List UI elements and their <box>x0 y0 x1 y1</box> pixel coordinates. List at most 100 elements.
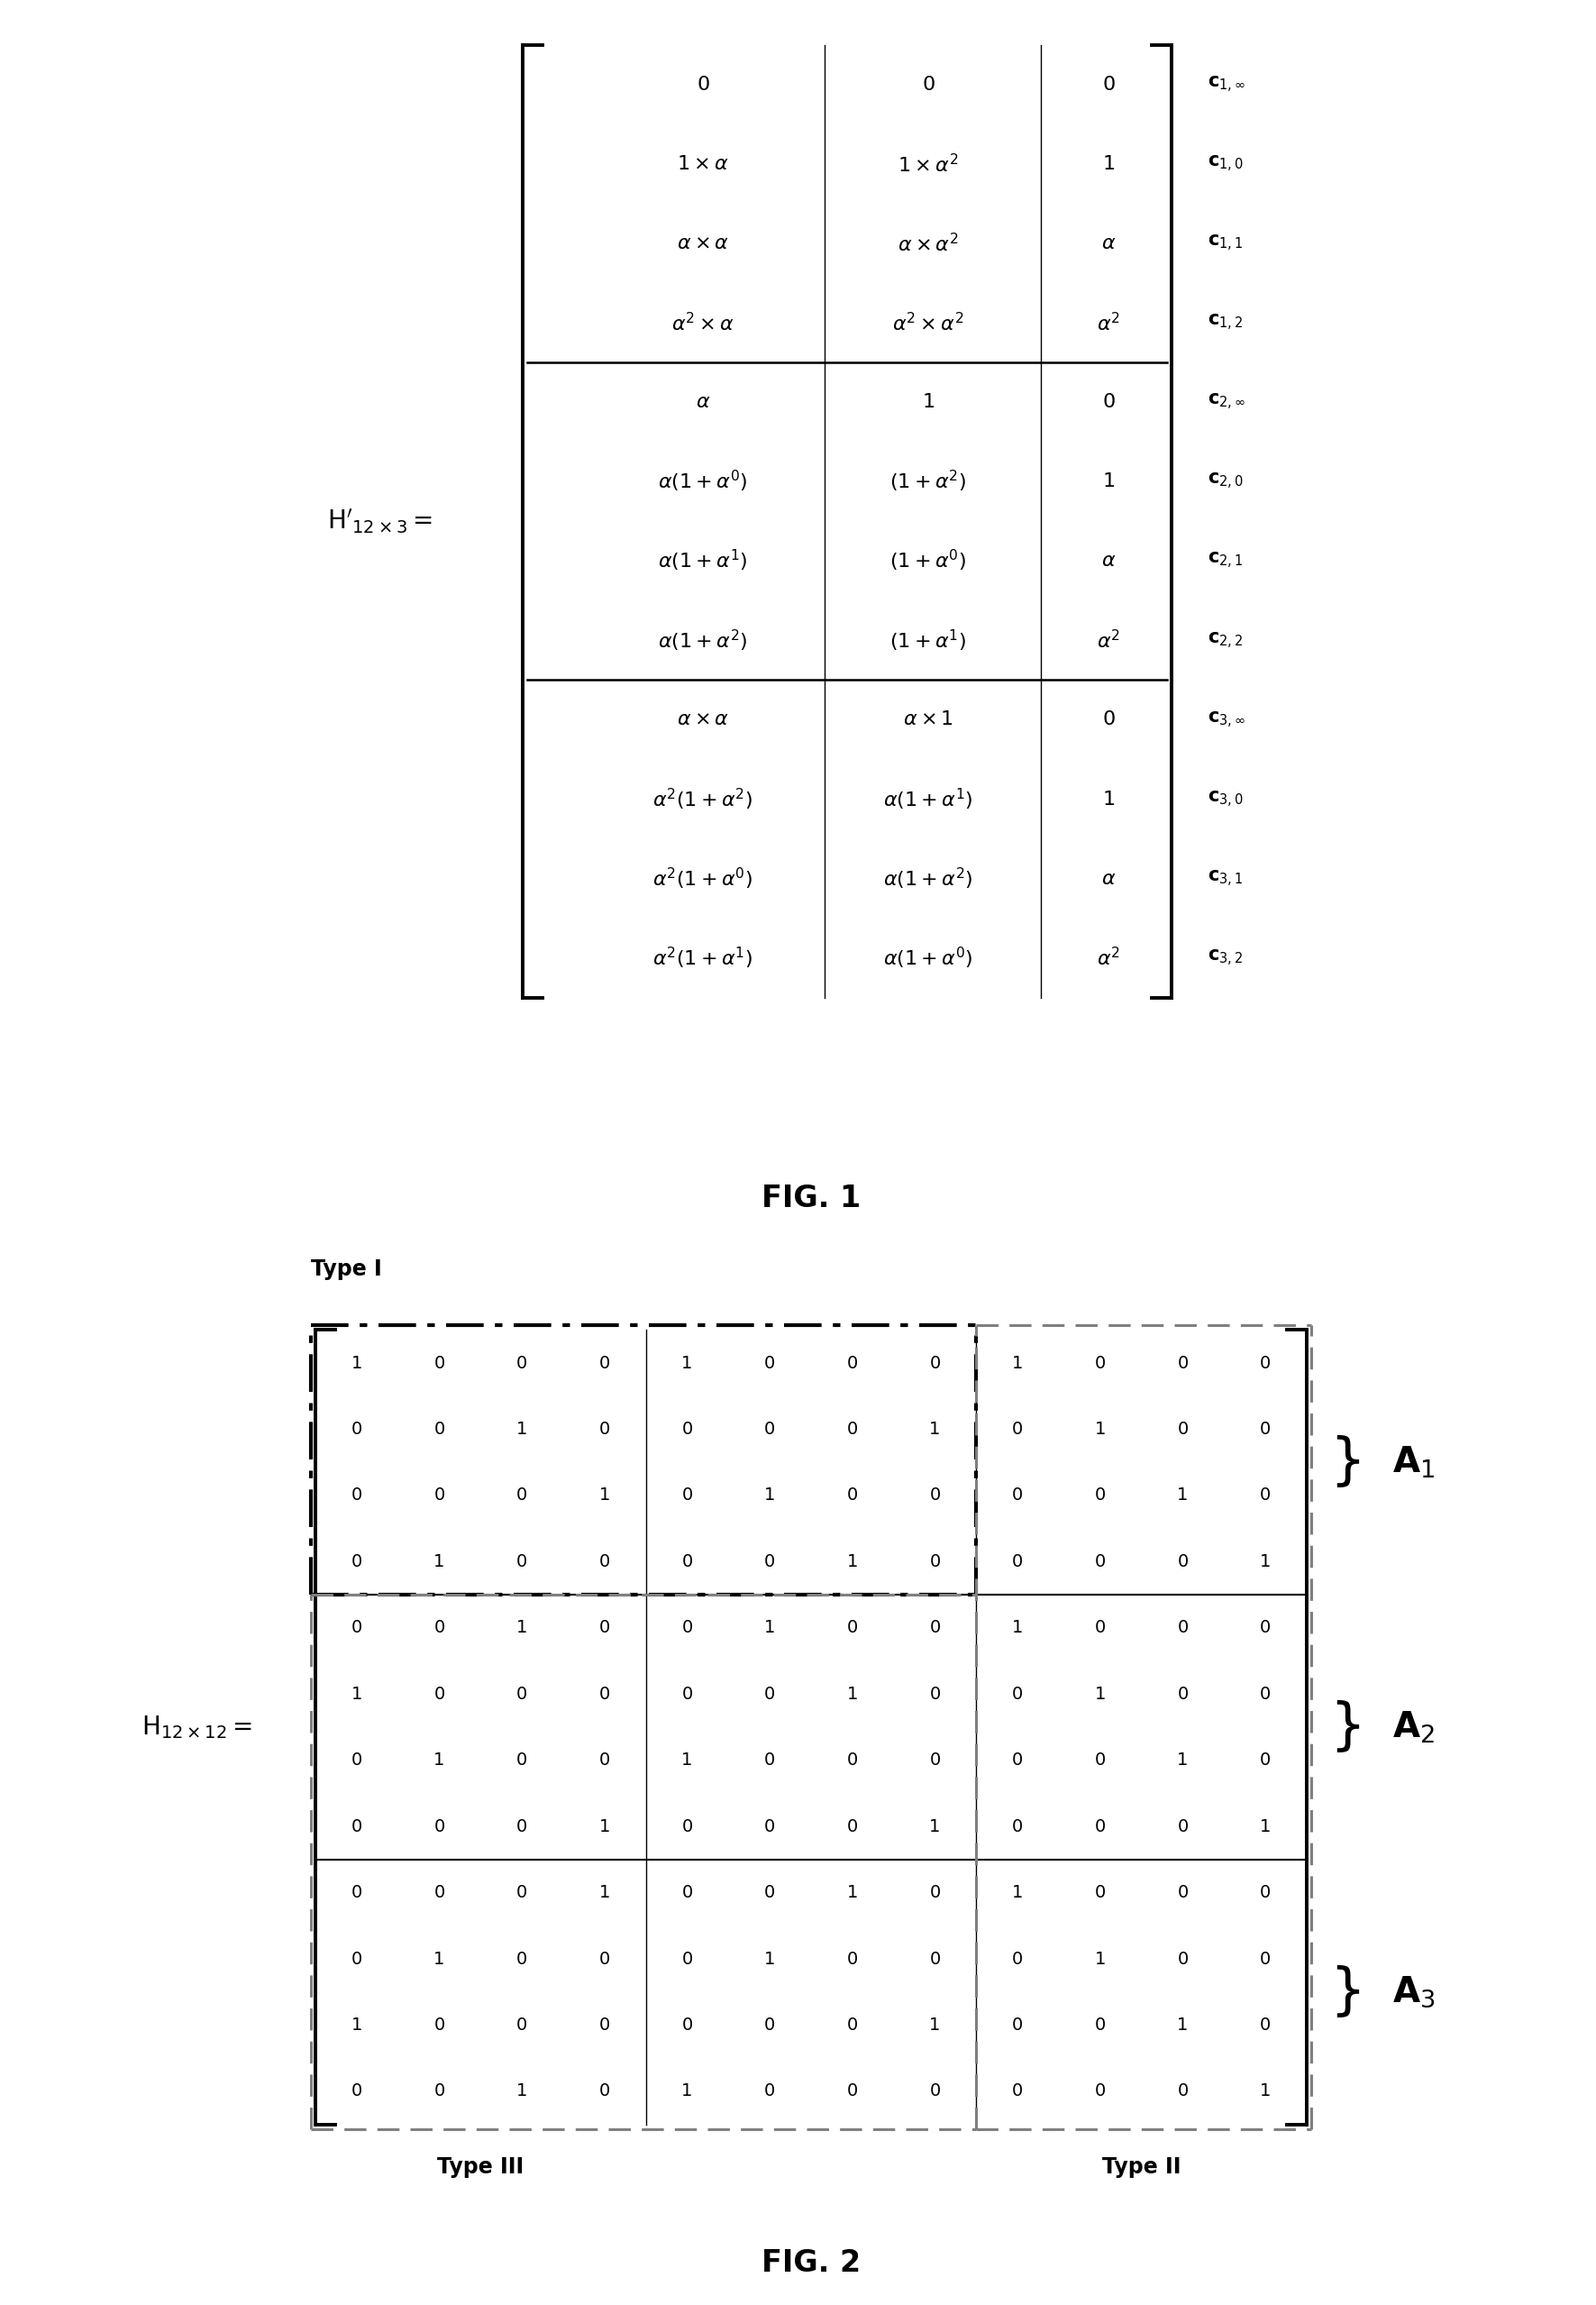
Text: $1\times\alpha$: $1\times\alpha$ <box>677 154 729 173</box>
Text: $\mathbf{c}_{1,1}$: $\mathbf{c}_{1,1}$ <box>1208 233 1243 254</box>
Text: 0: 0 <box>1259 1752 1270 1768</box>
Text: FIG. 1: FIG. 1 <box>761 1182 860 1212</box>
Text: 0: 0 <box>1012 1819 1023 1835</box>
Text: 0: 0 <box>517 1355 527 1371</box>
Text: 0: 0 <box>681 1819 693 1835</box>
Text: $\alpha$: $\alpha$ <box>1101 235 1116 254</box>
Text: 0: 0 <box>517 1685 527 1703</box>
Text: 1: 1 <box>1259 1819 1270 1835</box>
Text: 0: 0 <box>847 1819 859 1835</box>
Text: 0: 0 <box>1095 2084 1106 2100</box>
Text: }: } <box>1329 1701 1365 1754</box>
Text: $\mathbf{c}_{2,2}$: $\mathbf{c}_{2,2}$ <box>1208 629 1243 650</box>
Text: 0: 0 <box>598 1752 610 1768</box>
Text: 0: 0 <box>1012 2084 1023 2100</box>
Text: $\alpha^2\times\alpha$: $\alpha^2\times\alpha$ <box>672 311 734 334</box>
Text: 0: 0 <box>1178 1620 1189 1637</box>
Text: $\mathbf{c}_{2,\infty}$: $\mathbf{c}_{2,\infty}$ <box>1208 392 1245 413</box>
Text: 1: 1 <box>1259 1554 1270 1570</box>
Text: $\alpha^2\times\alpha^2$: $\alpha^2\times\alpha^2$ <box>892 311 964 334</box>
Text: $\mathbf{c}_{3,2}$: $\mathbf{c}_{3,2}$ <box>1208 947 1243 968</box>
Text: 0: 0 <box>351 1554 362 1570</box>
Text: 0: 0 <box>1095 1554 1106 1570</box>
Text: $\mathbf{A}_3$: $\mathbf{A}_3$ <box>1392 1975 1435 2010</box>
Text: Type III: Type III <box>437 2155 523 2178</box>
Text: $\alpha(1+\alpha^1)$: $\alpha(1+\alpha^1)$ <box>658 549 749 574</box>
Text: $\mathbf{c}_{3,0}$: $\mathbf{c}_{3,0}$ <box>1208 788 1243 809</box>
Text: 1: 1 <box>1178 1487 1189 1505</box>
Text: $(1+\alpha^2)$: $(1+\alpha^2)$ <box>891 468 967 493</box>
Text: 0: 0 <box>517 1487 527 1505</box>
Text: Type I: Type I <box>311 1259 381 1279</box>
Text: 0: 0 <box>517 1950 527 1968</box>
Text: 0: 0 <box>764 1685 776 1703</box>
Text: 1: 1 <box>681 1752 693 1768</box>
Text: }: } <box>1329 1964 1365 2019</box>
Text: 1: 1 <box>434 1950 445 1968</box>
Text: 0: 0 <box>847 2084 859 2100</box>
Text: 1: 1 <box>1178 2017 1189 2033</box>
Text: 0: 0 <box>1259 1620 1270 1637</box>
Text: $\alpha^2(1+\alpha^1)$: $\alpha^2(1+\alpha^1)$ <box>653 945 753 970</box>
Text: $1$: $1$ <box>1103 154 1116 173</box>
Text: 0: 0 <box>598 1620 610 1637</box>
Text: $\mathrm{H}_{12\times12} =$: $\mathrm{H}_{12\times12} =$ <box>142 1715 252 1740</box>
Text: 0: 0 <box>681 2017 693 2033</box>
Text: 1: 1 <box>929 2017 940 2033</box>
Text: $\alpha(1+\alpha^0)$: $\alpha(1+\alpha^0)$ <box>658 468 749 493</box>
Text: 1: 1 <box>517 2084 528 2100</box>
Text: 0: 0 <box>598 2017 610 2033</box>
Text: $\alpha(1+\alpha^2)$: $\alpha(1+\alpha^2)$ <box>658 627 749 652</box>
Text: $(1+\alpha^0)$: $(1+\alpha^0)$ <box>891 549 967 574</box>
Text: 0: 0 <box>764 2017 776 2033</box>
Text: 0: 0 <box>517 1819 527 1835</box>
Text: 1: 1 <box>681 1355 693 1371</box>
Text: 1: 1 <box>517 1420 528 1438</box>
Text: 0: 0 <box>681 1685 693 1703</box>
Text: $\mathbf{c}_{1,0}$: $\mathbf{c}_{1,0}$ <box>1208 154 1243 175</box>
Text: $\alpha$: $\alpha$ <box>1101 551 1116 569</box>
Text: 0: 0 <box>1178 2084 1189 2100</box>
Text: $\alpha(1+\alpha^0)$: $\alpha(1+\alpha^0)$ <box>883 945 974 970</box>
Text: 0: 0 <box>598 1950 610 1968</box>
Text: 0: 0 <box>764 1355 776 1371</box>
Text: 0: 0 <box>764 1554 776 1570</box>
Text: $0$: $0$ <box>1101 76 1116 95</box>
Text: 1: 1 <box>1012 1355 1023 1371</box>
Text: 0: 0 <box>1095 1819 1106 1835</box>
Text: 0: 0 <box>1178 1950 1189 1968</box>
Text: 0: 0 <box>681 1950 693 1968</box>
Text: 0: 0 <box>1012 1685 1023 1703</box>
Text: $\mathbf{c}_{2,1}$: $\mathbf{c}_{2,1}$ <box>1208 551 1243 572</box>
Text: 0: 0 <box>1095 1883 1106 1902</box>
Text: 0: 0 <box>847 1620 859 1637</box>
Text: 0: 0 <box>434 1819 445 1835</box>
Text: 1: 1 <box>847 1685 859 1703</box>
Text: 0: 0 <box>1095 1752 1106 1768</box>
Text: 0: 0 <box>929 1950 940 1968</box>
Text: 0: 0 <box>1178 1883 1189 1902</box>
Text: $1$: $1$ <box>1103 473 1116 491</box>
Text: 0: 0 <box>1012 2017 1023 2033</box>
Text: 0: 0 <box>351 1950 362 1968</box>
Text: $1$: $1$ <box>922 394 935 410</box>
Text: $\mathbf{c}_{1,\infty}$: $\mathbf{c}_{1,\infty}$ <box>1208 74 1245 95</box>
Text: 0: 0 <box>847 2017 859 2033</box>
Text: 1: 1 <box>1095 1685 1106 1703</box>
Text: 0: 0 <box>1095 1355 1106 1371</box>
Text: $\alpha^2$: $\alpha^2$ <box>1096 629 1120 652</box>
Text: 0: 0 <box>681 1554 693 1570</box>
Text: 0: 0 <box>598 2084 610 2100</box>
Text: 0: 0 <box>764 1883 776 1902</box>
Text: $\alpha$: $\alpha$ <box>1101 869 1116 887</box>
Text: 0: 0 <box>351 1752 362 1768</box>
Text: $1$: $1$ <box>1103 791 1116 809</box>
Text: 0: 0 <box>1012 1752 1023 1768</box>
Text: 0: 0 <box>929 1883 940 1902</box>
Text: $0$: $0$ <box>696 76 710 95</box>
Text: 0: 0 <box>351 1819 362 1835</box>
Text: 0: 0 <box>1259 1487 1270 1505</box>
Text: $\mathbf{c}_{1,2}$: $\mathbf{c}_{1,2}$ <box>1208 313 1243 332</box>
Text: 0: 0 <box>517 2017 527 2033</box>
Text: 1: 1 <box>434 1752 445 1768</box>
